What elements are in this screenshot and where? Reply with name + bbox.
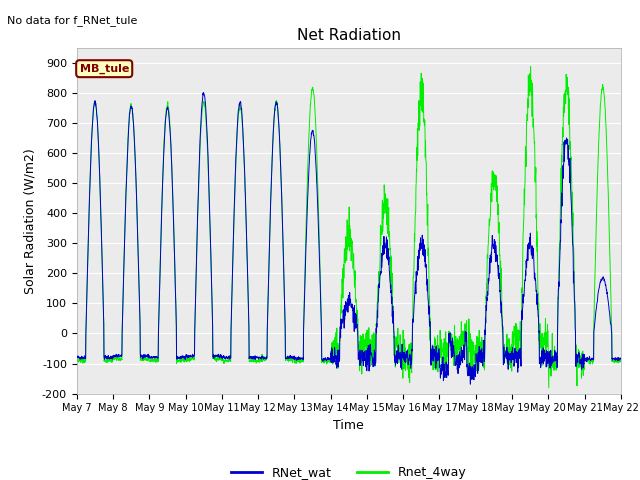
Rnet_4way [73, 359, 81, 365]
RNet_wat [467, 381, 474, 387]
X-axis label: Time: Time [333, 419, 364, 432]
Title: Net Radiation: Net Radiation [297, 28, 401, 43]
RNet_wat [376, 270, 384, 276]
Y-axis label: Solar Radiation (W/m2): Solar Radiation (W/m2) [24, 148, 36, 294]
Rnet_4way [584, 357, 592, 363]
RNet_wat [617, 356, 625, 361]
RNet_wat [584, 355, 592, 361]
Text: MB_tule: MB_tule [79, 63, 129, 74]
RNet_wat [200, 90, 207, 96]
Legend: RNet_wat, Rnet_4way: RNet_wat, Rnet_4way [226, 461, 472, 480]
Line: Rnet_4way: Rnet_4way [77, 67, 621, 388]
Rnet_4way [570, 238, 577, 243]
Rnet_4way [365, 357, 372, 362]
RNet_wat [73, 354, 81, 360]
RNet_wat [365, 349, 372, 355]
Line: RNet_wat: RNet_wat [77, 93, 621, 384]
Rnet_4way [225, 357, 232, 362]
RNet_wat [225, 353, 232, 359]
Rnet_4way [507, 365, 515, 371]
Rnet_4way [545, 385, 552, 391]
Rnet_4way [376, 252, 384, 258]
Rnet_4way [527, 64, 534, 70]
Rnet_4way [617, 358, 625, 364]
RNet_wat [570, 253, 577, 259]
Text: No data for f_RNet_tule: No data for f_RNet_tule [7, 15, 138, 26]
RNet_wat [508, 360, 515, 365]
